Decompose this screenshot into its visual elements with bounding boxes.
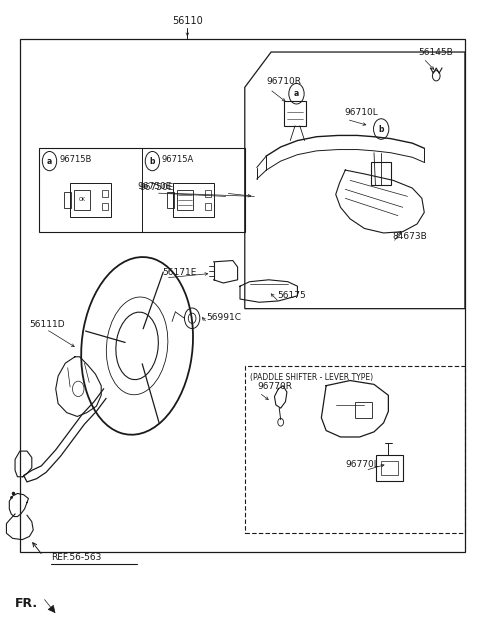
Text: (PADDLE SHIFTER - LEVER TYPE): (PADDLE SHIFTER - LEVER TYPE) <box>250 373 372 382</box>
Text: 96770L: 96770L <box>346 460 379 469</box>
Text: 96770R: 96770R <box>257 382 292 391</box>
Text: b: b <box>378 125 384 134</box>
Text: 84673B: 84673B <box>392 231 427 240</box>
Bar <box>102 190 108 197</box>
Text: 56175: 56175 <box>277 291 306 300</box>
Bar <box>205 203 211 210</box>
Bar <box>371 163 391 185</box>
Bar <box>245 367 465 533</box>
Text: 96715A: 96715A <box>162 156 194 165</box>
Text: 56111D: 56111D <box>29 320 65 329</box>
Text: OK: OK <box>79 197 85 203</box>
Bar <box>39 149 245 231</box>
Text: 96750E: 96750E <box>140 183 174 192</box>
Bar <box>355 402 372 418</box>
Text: 56991C: 56991C <box>206 312 241 322</box>
Text: 56145B: 56145B <box>419 48 453 57</box>
Text: 56110: 56110 <box>172 16 203 26</box>
Text: a: a <box>294 89 299 98</box>
Bar <box>74 190 90 210</box>
Text: 96750E: 96750E <box>137 182 171 191</box>
Bar <box>167 192 174 208</box>
Bar <box>284 102 306 126</box>
Text: REF.56-563: REF.56-563 <box>51 553 101 562</box>
Text: a: a <box>47 157 52 166</box>
Text: 96715B: 96715B <box>59 156 92 165</box>
Text: 96710R: 96710R <box>267 77 302 86</box>
Text: b: b <box>150 157 155 166</box>
Bar <box>381 462 398 475</box>
Text: FR.: FR. <box>15 597 38 610</box>
Bar <box>376 455 403 480</box>
Bar <box>173 183 214 217</box>
Bar <box>20 39 465 552</box>
Bar <box>102 203 108 210</box>
Text: 96710L: 96710L <box>344 109 378 118</box>
Text: 56171E: 56171E <box>162 267 196 276</box>
Bar <box>70 183 111 217</box>
FancyArrowPatch shape <box>45 599 55 613</box>
Bar <box>177 190 193 210</box>
Bar <box>205 190 211 197</box>
Bar <box>64 192 71 208</box>
